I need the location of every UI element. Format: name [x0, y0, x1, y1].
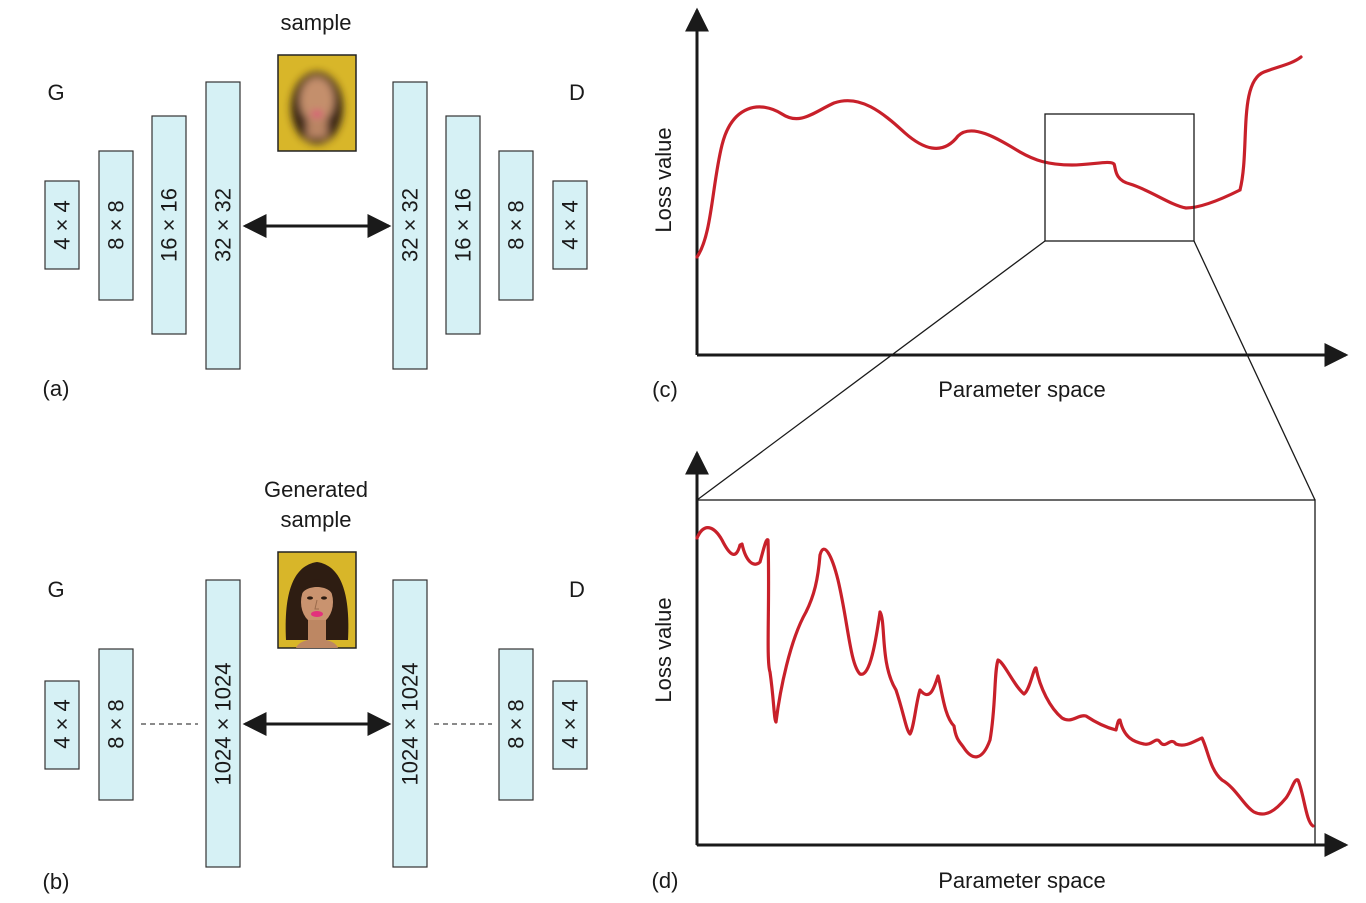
panel-b: Generated sample G D (b) 4 × 4 8 × 8 102… — [43, 477, 588, 894]
generator-layer-16x16 — [151, 115, 187, 335]
zoom-connector-right — [1193, 240, 1316, 501]
generator-layer-32x32 — [205, 81, 241, 370]
zoom-box — [1044, 113, 1195, 242]
discriminator-layer-8x8-label: 8 × 8 — [504, 200, 529, 250]
generator-layer-4x4 — [44, 180, 80, 270]
panel-a-label: (a) — [43, 376, 70, 401]
discriminator-layer-4x4 — [552, 180, 588, 270]
panel-b-label: (b) — [43, 869, 70, 894]
zoom-connector-left — [696, 240, 1046, 501]
discriminator-layer-1024x1024 — [392, 579, 428, 868]
zoomed-region-frame — [696, 499, 1316, 846]
discriminator-layer-8x8 — [498, 150, 534, 301]
panel-c-loss-curve — [695, 55, 1303, 259]
panel-b-caption-line1: Generated — [264, 477, 368, 502]
generator-layer-4x4-b-label: 4 × 4 — [50, 699, 75, 749]
panel-b-generator-label: G — [47, 577, 64, 602]
sample-image-sharp — [277, 551, 357, 649]
panel-d: Loss value Parameter space (d) — [651, 450, 1349, 893]
panel-d-label: (d) — [652, 868, 679, 893]
panel-a-generator-label: G — [47, 80, 64, 105]
panel-c-xlabel: Parameter space — [938, 377, 1106, 402]
generator-layer-8x8 — [98, 150, 134, 301]
panel-b-discriminator-label: D — [569, 577, 585, 602]
generator-layer-8x8-b-label: 8 × 8 — [104, 699, 129, 749]
discriminator-layer-8x8-b — [498, 648, 534, 801]
panel-c-ylabel: Loss value — [651, 127, 676, 232]
panel-b-caption-line2: sample — [281, 507, 352, 532]
generator-layer-8x8-b — [98, 648, 134, 801]
sample-image-blurry — [277, 54, 357, 152]
generator-layer-1024x1024-label: 1024 × 1024 — [211, 663, 236, 786]
discriminator-layer-16x16 — [445, 115, 481, 335]
discriminator-layer-4x4-label: 4 × 4 — [558, 200, 583, 250]
generator-layer-4x4-b — [44, 680, 80, 770]
generator-layer-16x16-label: 16 × 16 — [157, 188, 182, 262]
generator-layer-8x8-label: 8 × 8 — [104, 200, 129, 250]
panel-d-xlabel: Parameter space — [938, 868, 1106, 893]
panel-a-caption: sample — [281, 10, 352, 35]
panel-d-loss-curve — [695, 526, 1315, 828]
discriminator-layer-1024x1024-label: 1024 × 1024 — [398, 663, 423, 786]
discriminator-layer-4x4-b — [552, 680, 588, 770]
generator-layer-1024x1024 — [205, 579, 241, 868]
discriminator-layer-8x8-b-label: 8 × 8 — [504, 699, 529, 749]
discriminator-layer-32x32 — [392, 81, 428, 370]
discriminator-layer-32x32-label: 32 × 32 — [398, 188, 423, 262]
generator-layer-32x32-label: 32 × 32 — [211, 188, 236, 262]
discriminator-layer-16x16-label: 16 × 16 — [451, 188, 476, 262]
discriminator-layer-4x4-b-label: 4 × 4 — [558, 699, 583, 749]
panel-a-discriminator-label: D — [569, 80, 585, 105]
panel-d-ylabel: Loss value — [651, 597, 676, 702]
panel-a: sample G D (a) 4 × 4 8 × 8 16 × 16 32 × … — [43, 10, 588, 401]
panel-c-label: (c) — [652, 377, 678, 402]
panel-c: Loss value Parameter space (c) — [651, 7, 1349, 402]
generator-layer-4x4-label: 4 × 4 — [50, 200, 75, 250]
